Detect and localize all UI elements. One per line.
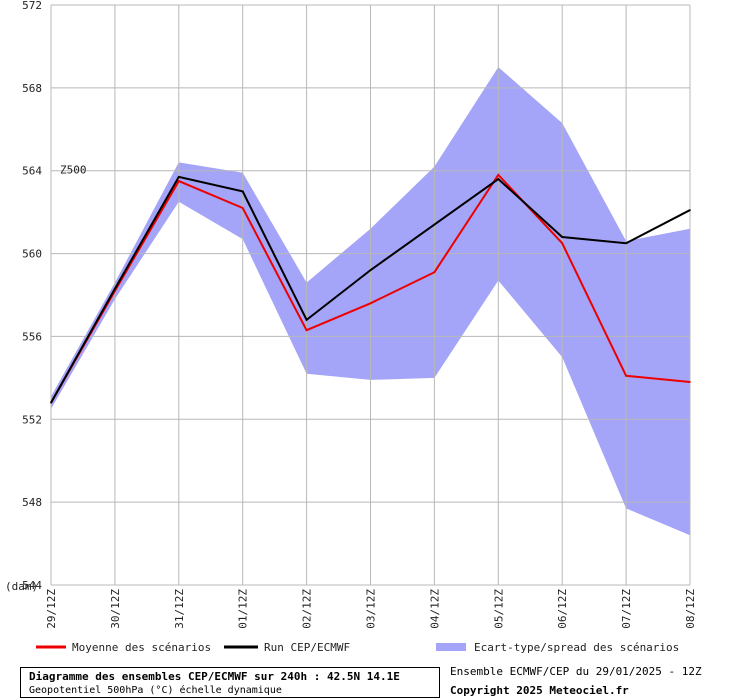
series-0-point bbox=[497, 174, 500, 176]
y-tick-label: 572 bbox=[22, 0, 42, 12]
y-tick-label: 552 bbox=[22, 413, 42, 426]
series-0-point bbox=[625, 374, 627, 377]
x-tick-label: 04/12Z bbox=[428, 589, 441, 629]
run-info: Ensemble ECMWF/CEP du 29/01/2025 - 12Z bbox=[450, 665, 702, 678]
y-tick-label: 560 bbox=[22, 248, 42, 261]
copyright: Copyright 2025 Meteociel.fr bbox=[450, 684, 629, 697]
series-1-point bbox=[369, 269, 372, 271]
footer-title-box: Diagramme des ensembles CEP/ECMWF sur 24… bbox=[20, 667, 440, 698]
x-tick-label: 02/12Z bbox=[301, 589, 314, 629]
chart-title: Diagramme des ensembles CEP/ECMWF sur 24… bbox=[29, 670, 400, 683]
x-tick-label: 03/12Z bbox=[365, 589, 378, 629]
y-tick-label: 568 bbox=[22, 82, 42, 95]
y-tick-label: 548 bbox=[22, 496, 42, 509]
series-1-point bbox=[625, 242, 627, 245]
series-1-point bbox=[305, 319, 308, 321]
y-tick-label: 564 bbox=[22, 165, 42, 178]
series-1-point bbox=[178, 176, 180, 178]
x-tick-label: 08/12Z bbox=[684, 589, 697, 629]
x-tick-label: 30/12Z bbox=[109, 589, 122, 629]
x-tick-labels: 29/12Z 30/12Z 31/12Z 01/12Z 02/12Z 03/12Z 04/1… bbox=[45, 589, 697, 629]
series-0-point bbox=[369, 302, 372, 305]
series-0-point bbox=[561, 242, 563, 245]
y-tick-label: 544 bbox=[22, 579, 42, 592]
series-1-point bbox=[433, 223, 436, 226]
chart-subtitle: Geopotentiel 500hPa (°C) échelle dynamiq… bbox=[29, 685, 282, 696]
z500-annotation: Z500 bbox=[60, 164, 87, 177]
series-1-point bbox=[689, 209, 691, 211]
y-tick-labels: 572 568 564 560 556 552 548 544 bbox=[22, 0, 42, 592]
ensemble-chart: 572 568 564 560 556 552 548 544 29/12Z 30/12Z 31/… bbox=[5, 0, 697, 654]
legend: Moyenne des scénarios Run CEP/ECMWF Ecar… bbox=[36, 641, 679, 654]
legend-label-run: Run CEP/ECMWF bbox=[264, 641, 350, 654]
series-1-point bbox=[50, 401, 52, 404]
x-tick-label: 07/12Z bbox=[620, 589, 633, 629]
x-tick-label: 01/12Z bbox=[237, 589, 250, 629]
series-1-point bbox=[114, 287, 116, 290]
x-tick-label: 05/12Z bbox=[492, 589, 505, 629]
legend-label-spread: Ecart-type/spread des scénarios bbox=[474, 641, 679, 654]
grid-layer bbox=[50, 4, 691, 586]
series-0-point bbox=[241, 207, 244, 209]
series-1-point bbox=[561, 236, 563, 238]
x-tick-label: 29/12Z bbox=[45, 589, 58, 629]
series-0-point bbox=[689, 381, 691, 383]
series-0-point bbox=[178, 180, 180, 182]
legend-swatch-spread bbox=[436, 643, 466, 651]
series-lines-layer bbox=[50, 173, 691, 404]
x-tick-label: 31/12Z bbox=[173, 589, 186, 629]
y-tick-label: 556 bbox=[22, 330, 42, 343]
series-1-point bbox=[497, 178, 500, 180]
x-tick-label: 06/12Z bbox=[556, 589, 569, 629]
series-0-point bbox=[433, 271, 436, 274]
legend-label-mean: Moyenne des scénarios bbox=[72, 641, 211, 654]
series-1-point bbox=[241, 190, 244, 193]
series-0-point bbox=[305, 329, 308, 332]
y-axis-unit-label: (dam) bbox=[5, 580, 38, 593]
